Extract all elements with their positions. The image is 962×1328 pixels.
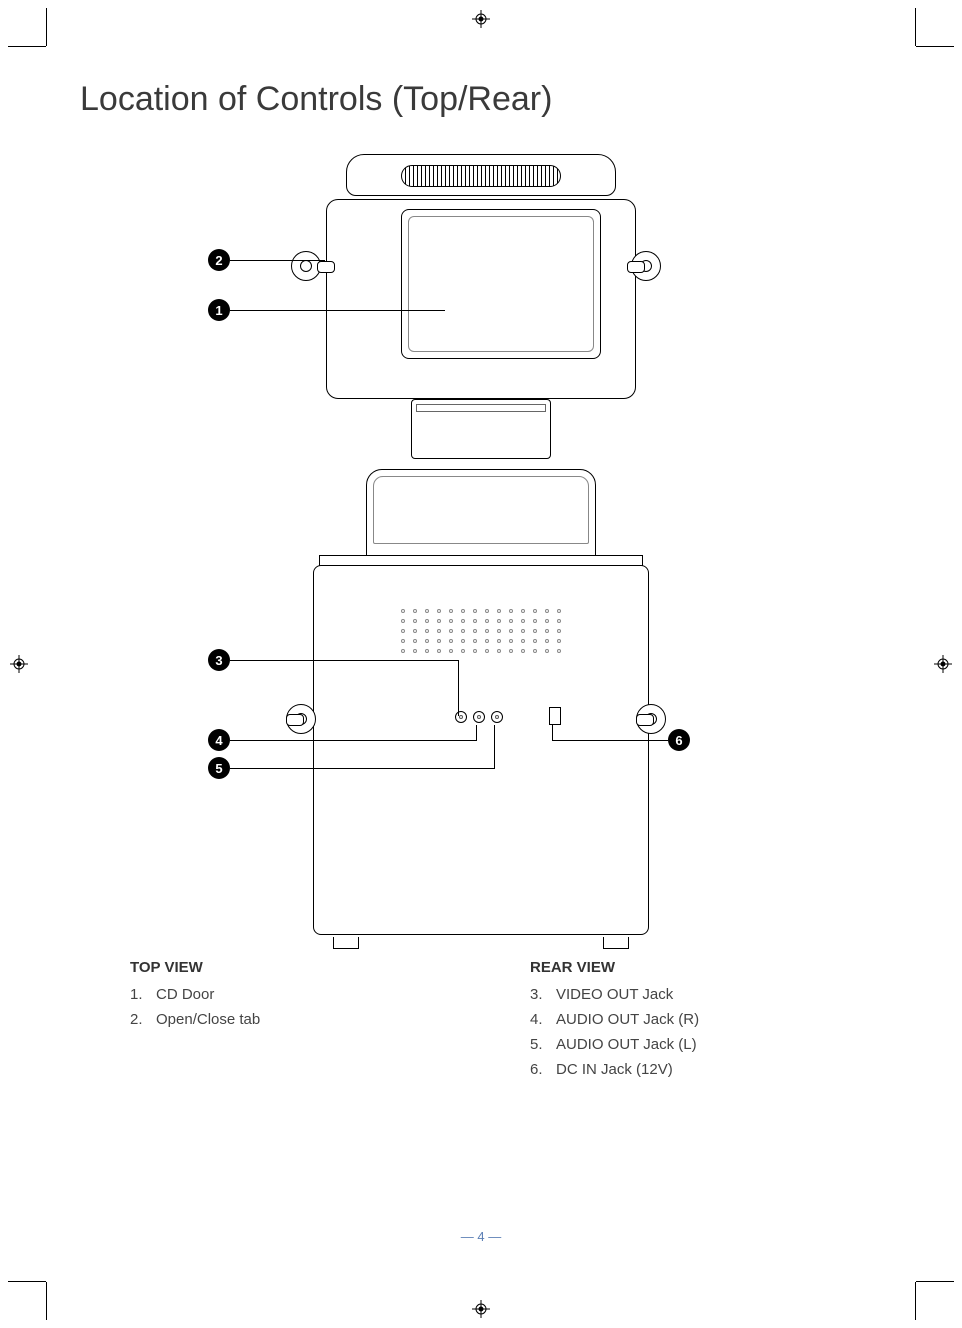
page-title: Location of Controls (Top/Rear) — [80, 80, 882, 119]
legend-item: 4. AUDIO OUT Jack (R) — [530, 1011, 870, 1028]
legend-item: 6. DC IN Jack (12V) — [530, 1061, 870, 1078]
callout-number: 5 — [215, 761, 222, 776]
registration-mark-icon — [472, 1300, 490, 1318]
callout-number: 6 — [675, 733, 682, 748]
legend-number: 4. — [530, 1011, 556, 1028]
callout-badge-1: 1 — [208, 299, 230, 321]
crop-mark — [8, 46, 46, 47]
video-out-jack — [455, 711, 467, 723]
crop-mark — [916, 46, 954, 47]
legend-text: VIDEO OUT Jack — [556, 986, 673, 1003]
callout-badge-3: 3 — [208, 649, 230, 671]
legend-heading: REAR VIEW — [530, 959, 870, 976]
top-view-diagram — [301, 149, 661, 459]
mic-holder-right — [631, 251, 671, 283]
diagram-area: 2 1 3 4 5 6 — [80, 149, 882, 949]
cd-door — [401, 209, 601, 359]
crop-mark — [8, 1281, 46, 1282]
callout-badge-2: 2 — [208, 249, 230, 271]
legend-column-top: TOP VIEW 1. CD Door 2. Open/Close tab — [130, 959, 470, 1086]
legend-number: 1. — [130, 986, 156, 1003]
top-handle — [346, 154, 616, 196]
top-ornament — [401, 165, 561, 187]
mic-holder-left-rear — [286, 704, 326, 736]
callout-line — [230, 660, 458, 661]
callout-number: 3 — [215, 653, 222, 668]
rear-view-diagram — [291, 469, 671, 949]
callout-line — [230, 740, 476, 741]
legend-text: CD Door — [156, 986, 214, 1003]
rear-tablet — [366, 469, 596, 559]
crop-mark — [915, 8, 916, 46]
legend-heading: TOP VIEW — [130, 959, 470, 976]
callout-line — [230, 310, 445, 311]
callout-line — [494, 725, 495, 769]
registration-mark-icon — [10, 655, 28, 673]
legend-number: 6. — [530, 1061, 556, 1078]
crop-mark — [916, 1281, 954, 1282]
dc-in-jack — [549, 707, 561, 725]
mic-holder-right-rear — [636, 704, 676, 736]
callout-badge-6: 6 — [668, 729, 690, 751]
legend-item: 5. AUDIO OUT Jack (L) — [530, 1036, 870, 1053]
registration-mark-icon — [934, 655, 952, 673]
callout-line — [458, 660, 459, 716]
callout-line — [476, 725, 477, 741]
callout-line — [552, 725, 553, 741]
legend: TOP VIEW 1. CD Door 2. Open/Close tab RE… — [80, 959, 882, 1086]
legend-text: AUDIO OUT Jack (R) — [556, 1011, 699, 1028]
legend-item: 2. Open/Close tab — [130, 1011, 470, 1028]
callout-line — [230, 768, 494, 769]
callout-number: 1 — [215, 303, 222, 318]
callout-badge-4: 4 — [208, 729, 230, 751]
crop-mark — [915, 1282, 916, 1320]
speaker-grille — [381, 609, 581, 689]
page-number: — 4 — — [461, 1229, 501, 1244]
audio-out-r-jack — [473, 711, 485, 723]
callout-badge-5: 5 — [208, 757, 230, 779]
legend-text: DC IN Jack (12V) — [556, 1061, 673, 1078]
legend-item: 3. VIDEO OUT Jack — [530, 986, 870, 1003]
foot-left — [333, 937, 359, 949]
audio-out-l-jack — [491, 711, 503, 723]
legend-number: 2. — [130, 1011, 156, 1028]
callout-line — [230, 260, 325, 261]
crop-mark — [46, 1282, 47, 1320]
legend-text: AUDIO OUT Jack (L) — [556, 1036, 697, 1053]
top-front — [411, 399, 551, 459]
cd-door-inner — [408, 216, 594, 352]
registration-mark-icon — [472, 10, 490, 28]
callout-number: 4 — [215, 733, 222, 748]
callout-line — [552, 740, 668, 741]
foot-right — [603, 937, 629, 949]
legend-text: Open/Close tab — [156, 1011, 260, 1028]
legend-column-rear: REAR VIEW 3. VIDEO OUT Jack 4. AUDIO OUT… — [530, 959, 870, 1086]
legend-item: 1. CD Door — [130, 986, 470, 1003]
mic-holder-left — [291, 251, 331, 283]
callout-number: 2 — [215, 253, 222, 268]
crop-mark — [46, 8, 47, 46]
top-front-inner — [416, 404, 546, 412]
legend-number: 3. — [530, 986, 556, 1003]
legend-number: 5. — [530, 1036, 556, 1053]
